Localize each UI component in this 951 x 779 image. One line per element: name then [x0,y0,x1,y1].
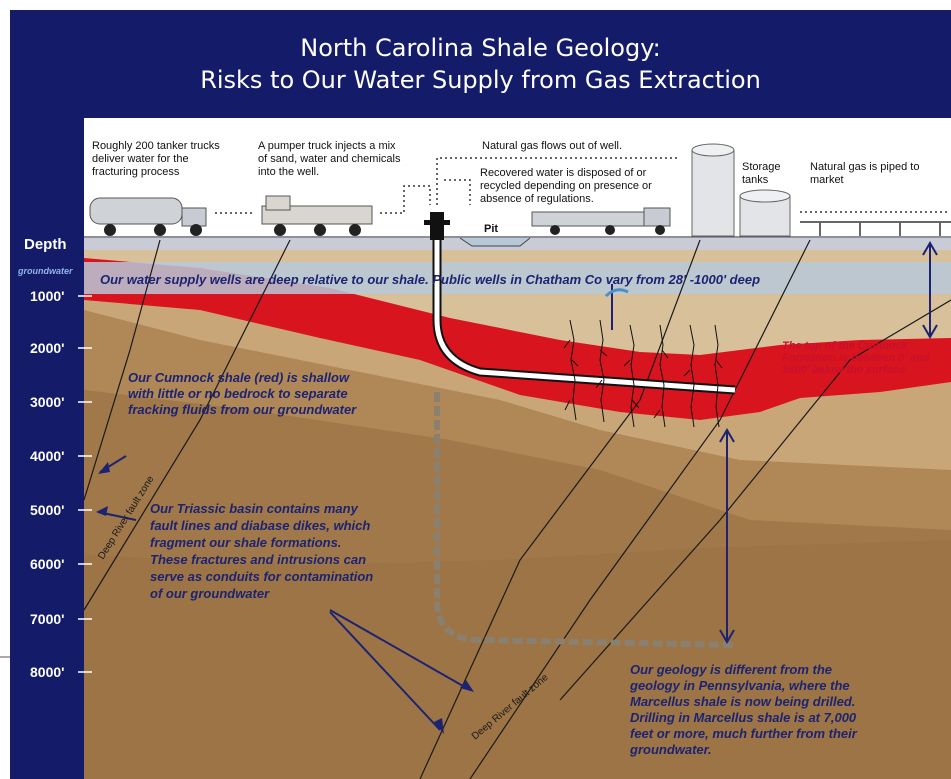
storage-tanks-icon [691,143,791,237]
fault-lines [83,239,951,779]
pit-label: Pit [484,223,499,235]
geology-note-line-2: geology in Pennsylvania, where the [630,678,850,693]
deepest-rock-layer [84,540,951,779]
triassic-note: Our Triassic basin contains many fault l… [150,500,373,602]
tanker-annotation: Roughly 200 tanker trucks deliver water … [90,139,234,180]
cumnock-shale-band [84,258,951,420]
piped-annotation: Natural gas is piped to market [808,160,922,188]
fracture-marks [563,319,723,428]
cumnock-top-line-1: The top of the Cumnock [782,340,908,352]
geology-note-line-6: groundwater. [630,742,712,757]
wellhead-icon [430,212,444,240]
triassic-note-line-4: These fractures and intrusions can [150,552,367,567]
recovery-truck-icon [531,207,671,235]
cumnock-note-line-3: fracking fluids from our groundwater [128,402,357,417]
depth-tick-3000: 3000' [30,394,65,410]
wellhead-valve-icon [424,220,450,225]
pumper-truck-icon [261,195,373,236]
depth-tick-2000: 2000' [30,340,65,356]
cumnock-note-line-2: with little or no bedrock to separate [128,386,348,401]
depth-tick-6000: 6000' [30,556,65,572]
depth-tick-8000: 8000' [30,664,65,680]
gas-flow-annotation: Natural gas flows out of well. [480,139,674,154]
depth-tick-5000: 5000' [30,502,65,518]
depth-tick-4000: 4000' [30,448,65,464]
depth-tick-7000: 7000' [30,611,65,627]
geology-note-line-4: Drilling in Marcellus shale is at 7,000 [630,710,857,725]
title-line-2: Risks to Our Water Supply from Gas Extra… [200,66,761,94]
groundwater-label: groundwater [18,266,73,276]
storage-tanks-annotation: Storage tanks [740,160,792,188]
triassic-note-line-1: Our Triassic basin contains many [150,501,358,516]
groundwater-band [84,262,951,294]
callout-arrowheads [96,462,474,734]
triassic-note-line-5: serve as conduits for contamination [150,569,374,584]
depth-tick-1000: 1000' [30,288,65,304]
depth-header: Depth [24,236,67,253]
pumper-annotation: A pumper truck injects a mix of sand, wa… [256,139,405,180]
cumnock-top-line-2: Formation is between 0' and [782,352,930,364]
triassic-note-line-3: fragment our shale formations. [150,535,342,550]
geology-note-line-5: feet or more, much further from their [630,726,857,741]
recovered-water-annotation: Recovered water is disposed of or recycl… [478,166,690,207]
title-line-1: North Carolina Shale Geology: [300,34,661,62]
water-wells-note: Our water supply wells are deep relative… [100,272,761,287]
triassic-note-line-2: fault lines and diabase dikes, which [150,518,371,533]
depth-tick-marks [78,295,92,673]
marcellus-comparison-well [434,392,736,648]
pit-icon [459,237,531,247]
tanker-truck-icon [89,197,207,236]
callout-arrows [97,241,938,731]
cumnock-note-line-1: Our Cumnock shale (red) is shallow [128,370,350,385]
water-flow-icon [604,288,629,298]
cumnock-note: Our Cumnock shale (red) is shallow with … [128,370,356,418]
well-bore [434,238,736,393]
pipeline-fence [800,221,951,236]
cumnock-top-line-3: 1800' below the surface [782,364,906,376]
geology-note-line-3: Marcellus shale is now being drilled. [630,694,856,709]
geology-note: Our geology is different from the geolog… [630,662,857,758]
cumnock-top-note: The top of the Cumnock Formation is betw… [782,340,929,376]
triassic-note-line-6: of our groundwater [150,586,270,601]
geology-note-line-1: Our geology is different from the [630,662,833,677]
flow-arrows [215,157,948,214]
